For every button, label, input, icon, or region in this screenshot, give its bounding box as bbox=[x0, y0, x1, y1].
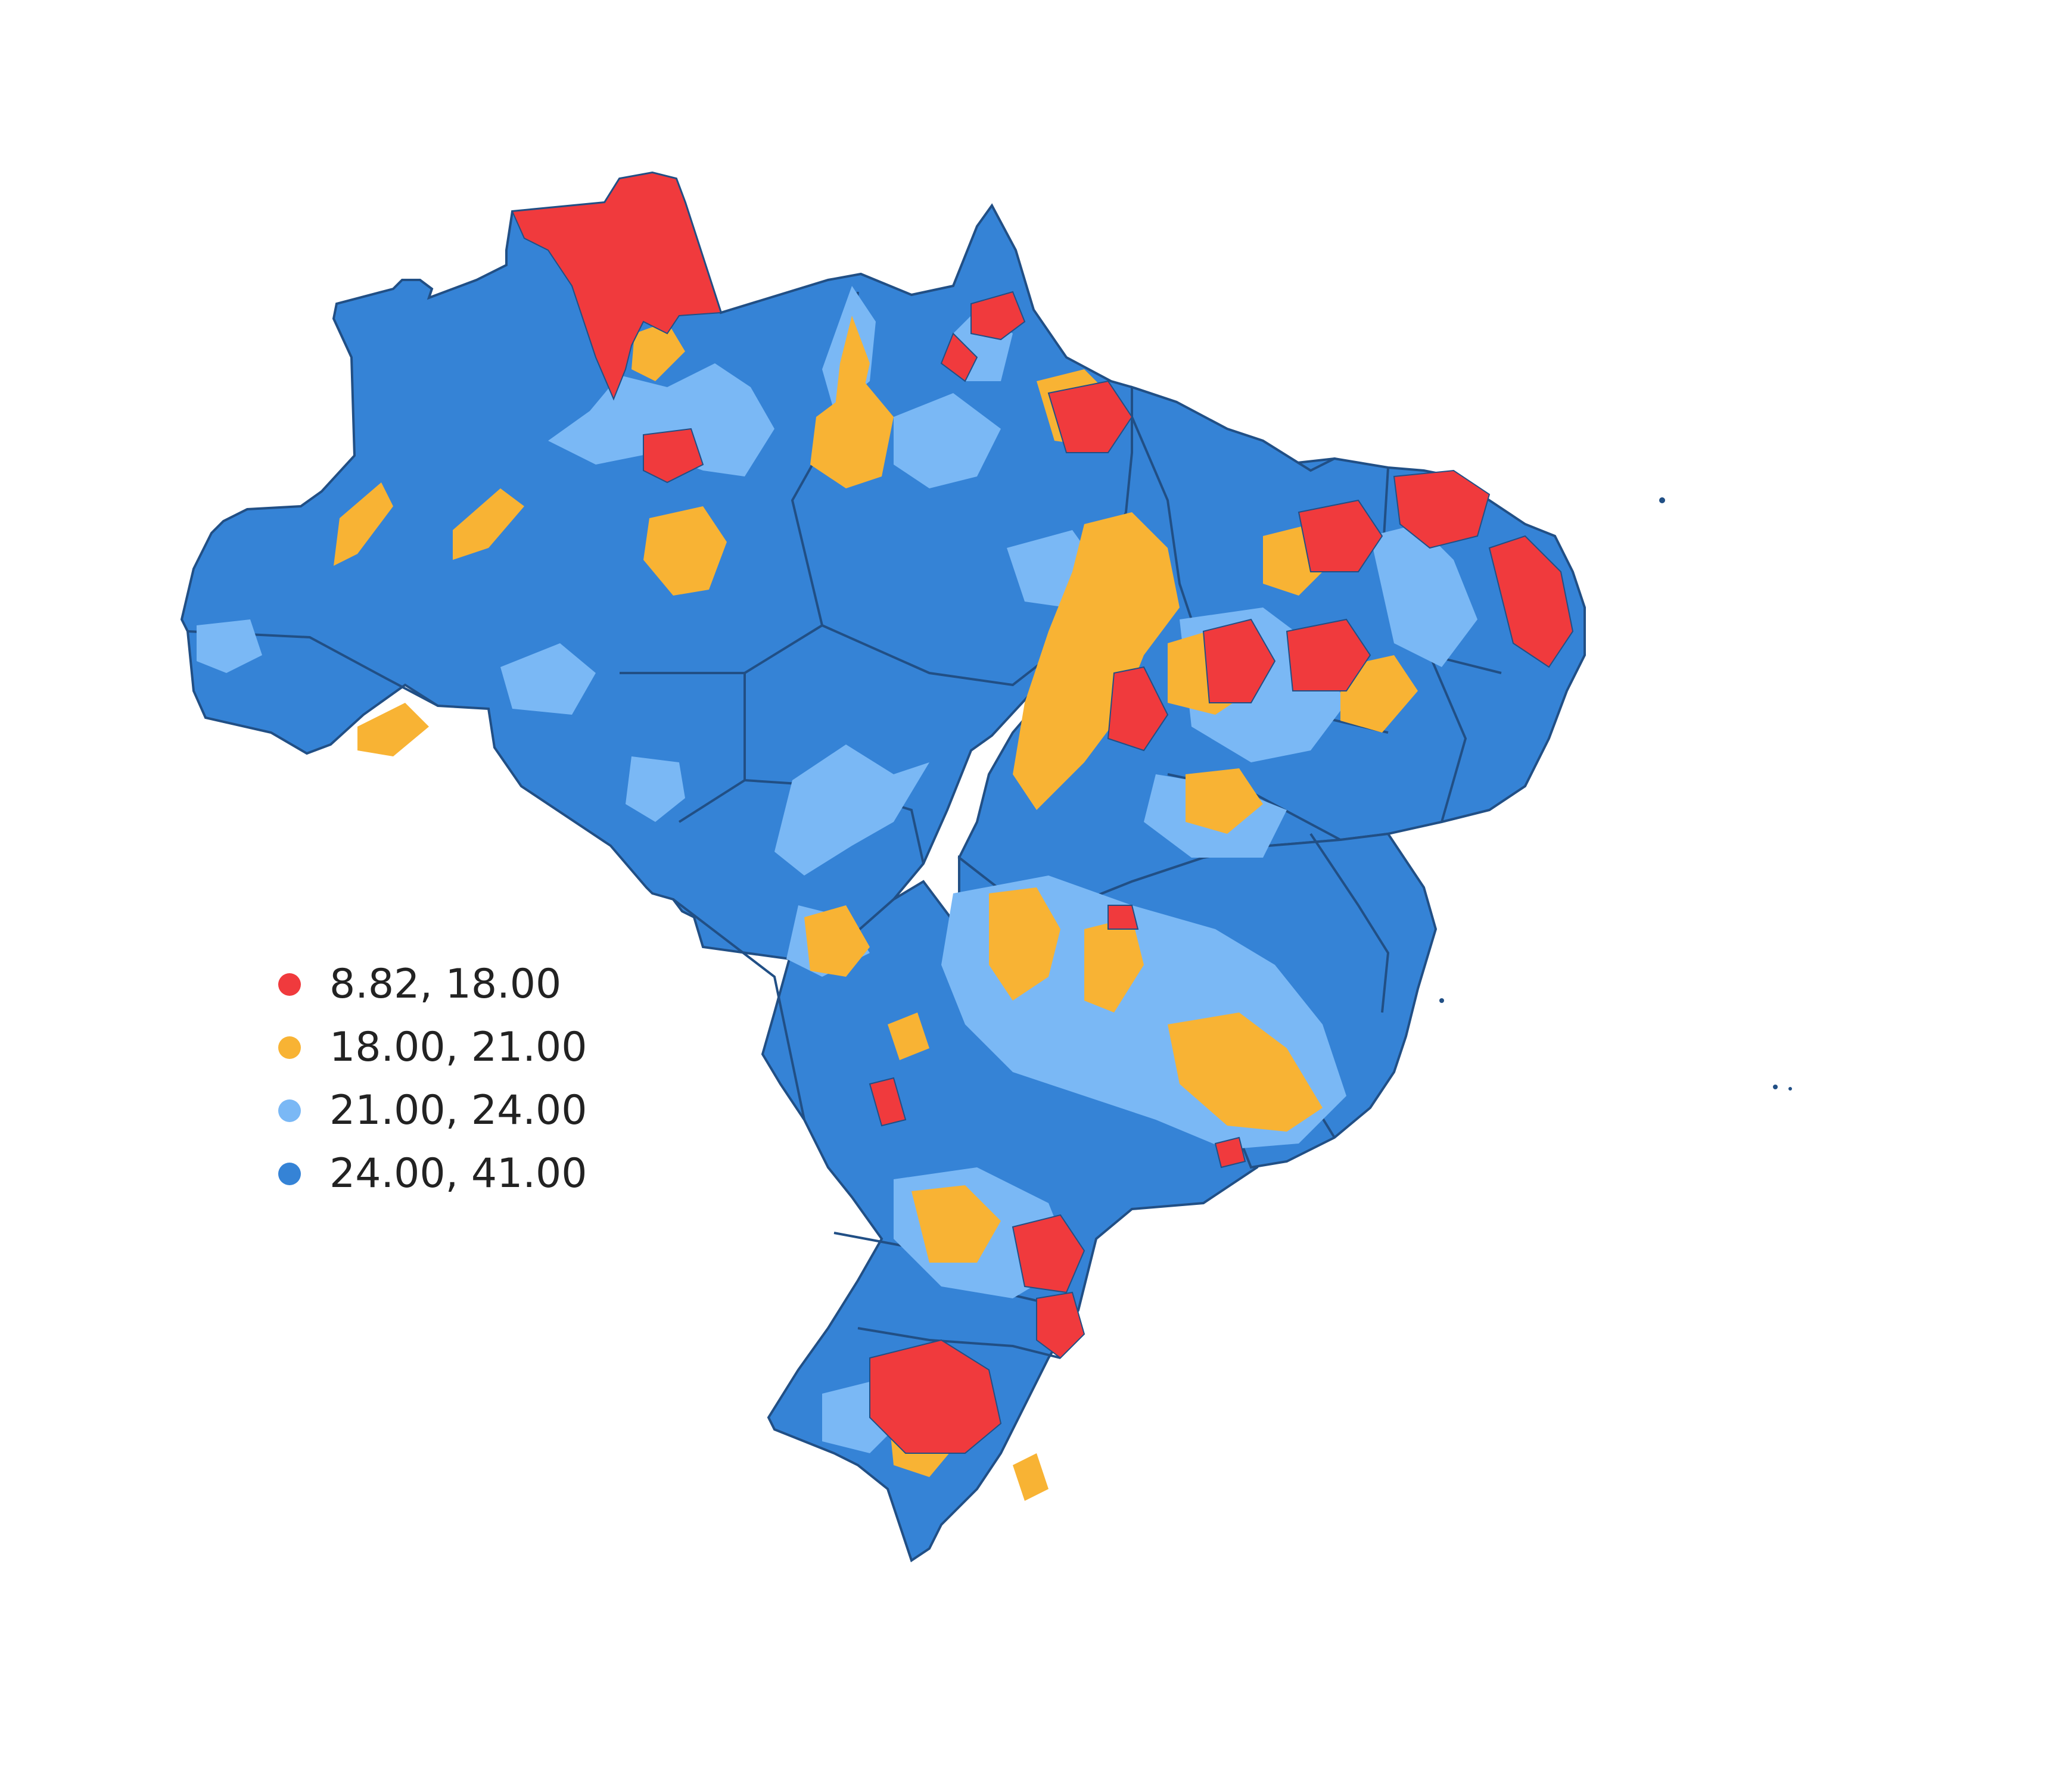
region-fill bbox=[197, 619, 262, 673]
legend: 8.82, 18.00 18.00, 21.00 21.00, 24.00 24… bbox=[271, 953, 652, 1205]
region-fill bbox=[511, 172, 722, 401]
state-border-line bbox=[672, 898, 805, 1120]
region-fill bbox=[869, 1339, 1002, 1454]
region-fill bbox=[911, 1185, 1001, 1263]
island-dot bbox=[1788, 1087, 1792, 1091]
region-fill bbox=[1047, 380, 1133, 453]
region-fill bbox=[626, 756, 685, 822]
region-fill bbox=[1168, 1012, 1323, 1132]
region-fill bbox=[643, 506, 727, 596]
region-fill bbox=[1036, 1291, 1085, 1359]
region-fill bbox=[894, 393, 1001, 488]
region-fill bbox=[834, 316, 870, 417]
legend-dot-icon bbox=[278, 973, 301, 996]
region-fill bbox=[1013, 1453, 1049, 1501]
legend-dot-icon bbox=[278, 1099, 301, 1122]
region-fill bbox=[1298, 499, 1383, 572]
state-border-line bbox=[620, 672, 746, 823]
islands bbox=[1439, 497, 1792, 1091]
region-fill bbox=[1012, 1214, 1085, 1294]
region-fill bbox=[500, 643, 596, 715]
region-fill bbox=[453, 488, 524, 560]
region-fill bbox=[643, 428, 704, 484]
legend-item-3: 21.00, 24.00 bbox=[271, 1079, 652, 1142]
region-fill bbox=[869, 1077, 907, 1127]
region-fill bbox=[1186, 768, 1263, 834]
region-fill bbox=[1202, 618, 1276, 703]
region-fill bbox=[1340, 655, 1418, 733]
region-fill bbox=[804, 905, 870, 977]
island-dot bbox=[1439, 998, 1444, 1003]
country-base bbox=[180, 171, 1586, 1563]
region-fill bbox=[1370, 524, 1477, 667]
region-fill bbox=[1107, 905, 1139, 930]
region-fill bbox=[940, 332, 978, 382]
region-fill bbox=[357, 703, 429, 756]
region-fill bbox=[989, 887, 1060, 1001]
region-fill bbox=[1214, 1136, 1246, 1169]
island-dot bbox=[1659, 497, 1665, 503]
island-dot bbox=[1773, 1085, 1778, 1089]
region-fill bbox=[334, 482, 393, 566]
legend-item-4: 24.00, 41.00 bbox=[271, 1142, 652, 1205]
legend-label: 8.82, 18.00 bbox=[329, 961, 562, 1008]
state-border-line bbox=[857, 1327, 1061, 1359]
region-fill bbox=[1013, 512, 1180, 810]
legend-label: 21.00, 24.00 bbox=[329, 1087, 587, 1134]
region-fill bbox=[631, 322, 685, 381]
legend-label: 18.00, 21.00 bbox=[329, 1024, 587, 1071]
region-fill bbox=[970, 291, 1026, 341]
region-fill bbox=[810, 381, 894, 488]
region-fill bbox=[1084, 917, 1144, 1012]
region-fill bbox=[1488, 535, 1574, 668]
legend-dot-icon bbox=[278, 1036, 301, 1059]
legend-item-1: 8.82, 18.00 bbox=[271, 953, 652, 1016]
state-border-line bbox=[1309, 833, 1390, 1013]
region-fill bbox=[548, 363, 774, 476]
red-areas bbox=[511, 172, 1574, 1454]
legend-label: 24.00, 41.00 bbox=[329, 1150, 587, 1197]
region-fill bbox=[1393, 469, 1491, 549]
region-fill bbox=[1286, 618, 1371, 691]
region-fill bbox=[774, 744, 929, 876]
legend-item-2: 18.00, 21.00 bbox=[271, 1016, 652, 1079]
region-fill bbox=[1107, 666, 1169, 752]
region-fill bbox=[888, 1012, 929, 1060]
legend-dot-icon bbox=[278, 1163, 301, 1185]
state-border-line bbox=[1429, 655, 1467, 823]
